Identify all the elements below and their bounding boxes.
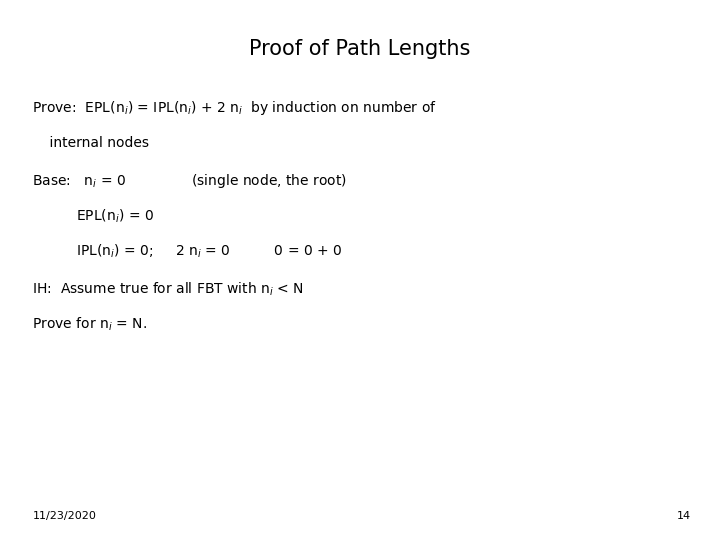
Text: Base:   n$_i$ = 0               (single node, the root): Base: n$_i$ = 0 (single node, the root) [32, 172, 347, 190]
Text: EPL(n$_i$) = 0: EPL(n$_i$) = 0 [32, 207, 155, 225]
Text: internal nodes: internal nodes [32, 136, 150, 150]
Text: Proof of Path Lengths: Proof of Path Lengths [249, 38, 471, 59]
Text: IPL(n$_i$) = 0;     2 n$_i$ = 0          0 = 0 + 0: IPL(n$_i$) = 0; 2 n$_i$ = 0 0 = 0 + 0 [32, 242, 343, 260]
Text: IH:  Assume true for all FBT with n$_i$ < N: IH: Assume true for all FBT with n$_i$ <… [32, 280, 305, 298]
Text: Prove:  EPL(n$_i$) = IPL(n$_i$) + 2 n$_i$  by induction on number of: Prove: EPL(n$_i$) = IPL(n$_i$) + 2 n$_i$… [32, 99, 437, 117]
Text: 14: 14 [677, 511, 691, 521]
Text: 11/23/2020: 11/23/2020 [32, 511, 96, 521]
Text: Prove for n$_i$ = N.: Prove for n$_i$ = N. [32, 315, 148, 333]
